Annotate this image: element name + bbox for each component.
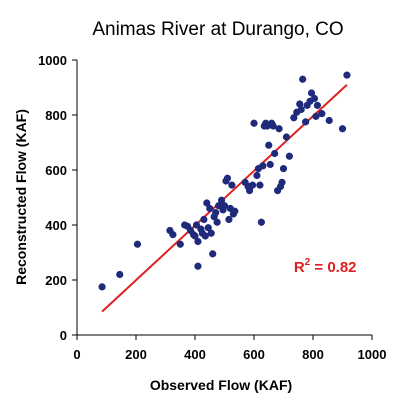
r-squared-base: R (294, 259, 305, 276)
data-point (206, 204, 214, 213)
data-point (325, 116, 333, 125)
y-tick-label: 800 (45, 108, 67, 123)
tick-labels: 0 200 400 600 800 1000 0 200 400 600 800 1000 (38, 53, 386, 362)
data-point (318, 110, 326, 118)
data-point (225, 215, 233, 224)
data-point (200, 215, 208, 224)
data-point (98, 283, 106, 291)
data-point (217, 196, 226, 204)
data-point (204, 224, 212, 232)
data-point (194, 262, 202, 270)
y-tick-label: 0 (60, 328, 67, 343)
data-point (265, 141, 273, 149)
chart-title: Animas River at Durango, CO (92, 19, 343, 40)
data-point (275, 125, 283, 133)
data-point (343, 71, 351, 79)
data-point (269, 122, 277, 130)
data-point (203, 199, 211, 207)
y-tick-label: 600 (45, 163, 67, 178)
data-point (279, 165, 288, 173)
x-tick-label: 800 (302, 347, 324, 362)
x-axis-label: Observed Flow (KAF) (150, 377, 292, 393)
data-point (207, 229, 215, 237)
data-point (220, 202, 229, 210)
data-point (176, 240, 184, 248)
data-point (231, 207, 239, 215)
data-point (290, 114, 298, 122)
x-tick-label: 600 (243, 347, 265, 362)
data-point (313, 101, 322, 109)
r-squared-annotation: R2 = 0.82 (294, 257, 357, 276)
data-point (223, 174, 232, 182)
data-point (248, 181, 257, 189)
data-point (209, 250, 217, 258)
data-point (285, 152, 293, 160)
r-squared-value: = 0.82 (310, 259, 356, 276)
data-point (338, 125, 347, 133)
data-point (299, 75, 307, 83)
data-point (245, 187, 254, 195)
data-point (266, 160, 274, 169)
x-tick-label: 0 (73, 347, 80, 362)
data-point (250, 119, 258, 127)
x-tick-label: 400 (184, 347, 206, 362)
y-tick-label: 1000 (38, 53, 67, 68)
data-point (310, 94, 319, 103)
data-point (297, 105, 305, 114)
data-point (201, 232, 209, 240)
axes (72, 59, 373, 340)
data-point (212, 209, 220, 217)
data-point (169, 231, 177, 239)
data-point (213, 218, 221, 226)
data-point (191, 232, 199, 240)
data-point (296, 100, 304, 108)
data-point (133, 240, 142, 248)
data-point (257, 218, 265, 226)
data-point (307, 89, 316, 97)
y-axis-label: Reconstructed Flow (KAF) (13, 109, 29, 285)
data-point (228, 181, 236, 189)
r-squared-superscript: 2 (305, 257, 311, 268)
data-point (312, 112, 320, 120)
data-points (98, 71, 351, 291)
data-point (278, 178, 286, 186)
data-point (271, 149, 279, 158)
data-point (116, 270, 124, 279)
x-tick-label: 1000 (358, 347, 387, 362)
y-tick-label: 400 (45, 218, 67, 233)
data-point (259, 162, 267, 170)
x-tick-label: 200 (125, 347, 147, 362)
data-point (302, 118, 310, 126)
y-tick-label: 200 (45, 273, 67, 288)
data-point (282, 133, 291, 141)
data-point (253, 171, 261, 180)
data-point (194, 237, 202, 246)
data-point (256, 181, 264, 189)
